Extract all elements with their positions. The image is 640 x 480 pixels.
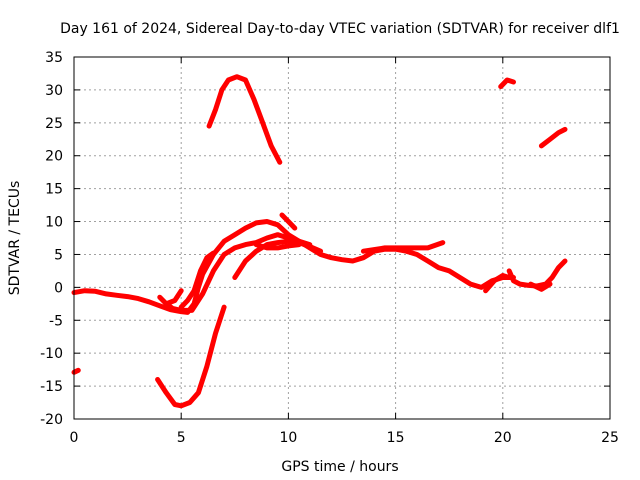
series-arc-16 xyxy=(538,126,568,149)
y-tick-label: 0 xyxy=(54,280,63,296)
series-arc-10 xyxy=(279,212,298,231)
x-tick-label: 20 xyxy=(494,430,512,446)
series-arc-6 xyxy=(206,74,283,165)
series-arc-2 xyxy=(71,219,516,315)
y-tick-label: 10 xyxy=(45,215,63,231)
y-tick-label: 15 xyxy=(45,182,63,198)
axis-ticks: 0 5 10 15 20 25 -20 -15 -10 -5 0 5 10 15 20 25 30 35 xyxy=(40,50,619,446)
y-axis-label: SDTVAR / TECUs xyxy=(7,181,23,296)
y-tick-label: 30 xyxy=(45,83,63,99)
series-arc-11 xyxy=(360,240,446,254)
x-tick-label: 25 xyxy=(601,430,619,446)
series-arc-5 xyxy=(178,250,216,310)
y-tick-label: -5 xyxy=(49,313,63,329)
x-tick-label: 5 xyxy=(177,430,186,446)
series-arc-4 xyxy=(163,288,184,307)
series-arc-1 xyxy=(71,367,81,375)
x-axis-label: GPS time / hours xyxy=(281,459,398,475)
y-tick-label: -15 xyxy=(40,379,63,395)
plot-frame xyxy=(73,56,611,420)
y-tick-label: 25 xyxy=(45,116,63,132)
y-tick-label: -20 xyxy=(40,412,63,428)
x-tick-label: 10 xyxy=(279,430,297,446)
x-tick-label: 15 xyxy=(387,430,405,446)
series-arc-3 xyxy=(157,232,313,313)
series-arc-7 xyxy=(155,304,227,409)
series-arc-12 xyxy=(483,273,512,294)
series-arc-15 xyxy=(498,77,516,90)
x-tick-label: 0 xyxy=(70,430,79,446)
grid-lines xyxy=(74,57,610,419)
y-tick-label: -10 xyxy=(40,346,63,362)
series-arc-8 xyxy=(232,238,324,280)
y-tick-label: 5 xyxy=(54,247,63,263)
y-tick-label: 20 xyxy=(45,149,63,165)
series-arc-13 xyxy=(506,258,568,289)
series-arc-9 xyxy=(253,242,302,251)
chart-title: Day 161 of 2024, Sidereal Day-to-day VTE… xyxy=(60,21,620,37)
y-tick-label: 35 xyxy=(45,50,63,66)
data-series xyxy=(71,74,568,409)
series-arc-14 xyxy=(528,281,553,292)
